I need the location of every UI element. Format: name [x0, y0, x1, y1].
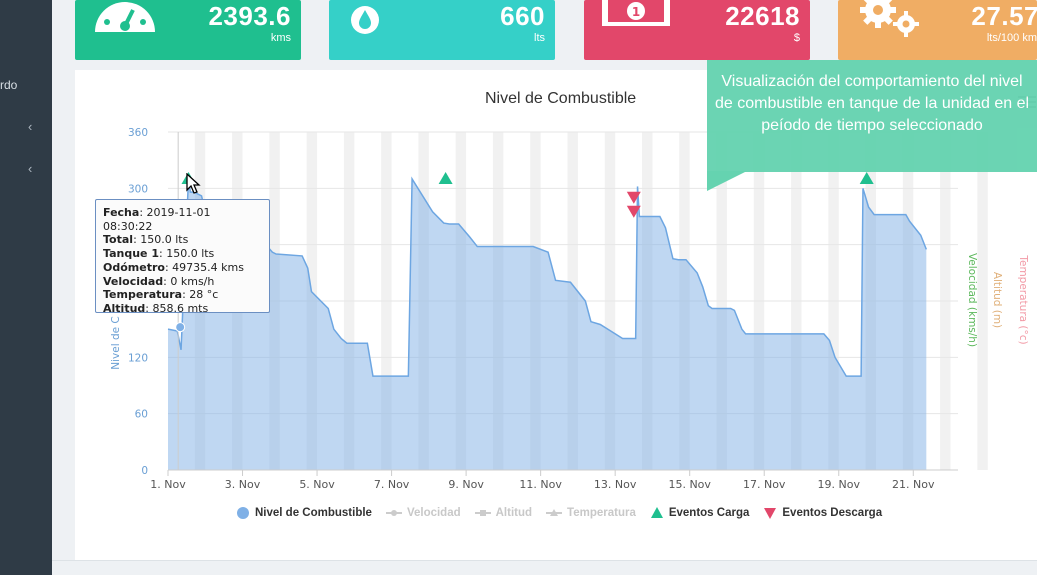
money-icon: 1	[600, 0, 672, 35]
chevron-left-icon[interactable]: ‹	[28, 161, 33, 176]
x-tick-label: 13. Nov	[594, 478, 637, 491]
chart-legend: Nivel de Combustible Velocidad Altitud Temp…	[236, 506, 896, 520]
x-tick-label: 11. Nov	[519, 478, 562, 491]
mouse-cursor-icon	[186, 173, 201, 194]
tooltip-row: Total: 150.0 lts	[103, 233, 189, 247]
stat-value: 660	[500, 1, 545, 31]
legend-label: Eventos Carga	[668, 507, 750, 520]
x-tick-label: 17. Nov	[743, 478, 786, 491]
chevron-left-icon[interactable]: ‹	[28, 119, 33, 134]
x-tick-label: 15. Nov	[668, 478, 711, 491]
stat-card-fuel: 660 lts	[329, 0, 555, 60]
divider	[52, 560, 1037, 561]
stat-card-efficiency: 27.57 lts/100 km	[838, 0, 1037, 60]
x-tick-label: 21. Nov	[892, 478, 935, 491]
event-descarga-marker	[626, 191, 641, 204]
legend-symbol-icon	[385, 509, 402, 516]
tooltip-row: Altitud: 858.6 mts	[103, 301, 209, 315]
legend-symbol-icon	[546, 508, 563, 516]
legend-item[interactable]: Velocidad	[385, 507, 461, 520]
legend-item[interactable]: Eventos Descarga	[763, 507, 882, 519]
legend-item[interactable]: Altitud	[474, 507, 533, 520]
legend-label: Velocidad	[406, 507, 461, 520]
help-callout: Visualización del comportamiento del niv…	[707, 60, 1037, 192]
y-tick-label: 120	[128, 352, 148, 364]
tooltip-row: Fecha: 2019-11-01 08:30:22	[103, 206, 211, 233]
legend-item[interactable]: Temperatura	[546, 507, 636, 519]
legend-label: Altitud	[495, 507, 533, 520]
stat-card-distance: 2393.6 kms	[75, 0, 301, 60]
fuel-drop-icon	[347, 6, 387, 39]
legend-symbol-icon	[764, 507, 777, 519]
stat-unit: kms	[270, 32, 291, 44]
help-callout-text: Visualización del comportamiento del niv…	[707, 60, 1037, 172]
stat-unit: $	[793, 32, 800, 44]
y-tick-label: 60	[135, 409, 148, 421]
tooltip-row: Velocidad: 0 kms/h	[103, 274, 215, 288]
stat-value: 22618	[725, 1, 800, 31]
sidebar: rdo ‹ ‹	[0, 0, 52, 575]
y-tick-label: 300	[128, 183, 148, 195]
stat-unit: lts	[534, 32, 545, 44]
stat-value: 2393.6	[208, 1, 291, 31]
event-carga-marker	[438, 171, 453, 184]
tooltip-row: Odómetro: 49735.4 kms	[103, 260, 244, 274]
chart-title: Nivel de Combustible	[485, 90, 637, 107]
night-band	[977, 132, 988, 470]
tooltip-row: Tanque 1: 150.0 lts	[103, 247, 215, 261]
event-carga-marker	[859, 171, 874, 184]
callout-tail	[707, 171, 747, 191]
fuel-level-line	[167, 176, 928, 377]
y-tick-label: 360	[128, 127, 148, 139]
legend-item[interactable]: Nivel de Combustible	[236, 506, 372, 520]
legend-symbol-icon	[650, 506, 663, 518]
x-tick-label: 9. Nov	[448, 478, 484, 491]
x-tick-label: 7. Nov	[374, 478, 410, 491]
tooltip-row: Temperatura: 28 °c	[103, 288, 219, 302]
svg-text:1: 1	[632, 5, 640, 19]
legend-label: Nivel de Combustible	[255, 507, 372, 520]
sidebar-item-label[interactable]: rdo	[0, 78, 18, 92]
chart-tooltip: Fecha: 2019-11-01 08:30:22 Total: 150.0 …	[95, 199, 270, 315]
y-axis-label: Nivel de C	[110, 316, 122, 370]
speedometer-icon	[93, 0, 157, 41]
legend-label: Temperatura	[567, 507, 636, 520]
x-tick-label: 19. Nov	[818, 478, 861, 491]
fuel-level-area	[168, 178, 927, 470]
legend-symbol-icon	[237, 507, 249, 519]
legend-label: Eventos Descarga	[782, 507, 883, 520]
stat-value: 27.57	[971, 1, 1037, 31]
y-tick-label: 0	[141, 465, 148, 477]
stat-card-cost: 1 22618 $	[584, 0, 810, 60]
x-tick-label: 3. Nov	[225, 478, 261, 491]
hovered-point	[175, 322, 186, 333]
legend-symbol-icon	[474, 509, 491, 516]
stat-unit: lts/100 km	[986, 32, 1037, 44]
right-axis-label: Altitud (m)	[991, 272, 1003, 328]
x-tick-label: 1. Nov	[150, 478, 186, 491]
event-descarga-marker	[626, 205, 641, 218]
right-axis-label: Temperatura (°c)	[1017, 254, 1029, 344]
x-tick-label: 5. Nov	[299, 478, 335, 491]
right-axis-label: Velocidad (kms/h)	[966, 253, 978, 347]
gears-icon	[854, 0, 924, 45]
legend-item[interactable]: Eventos Carga	[650, 506, 750, 520]
